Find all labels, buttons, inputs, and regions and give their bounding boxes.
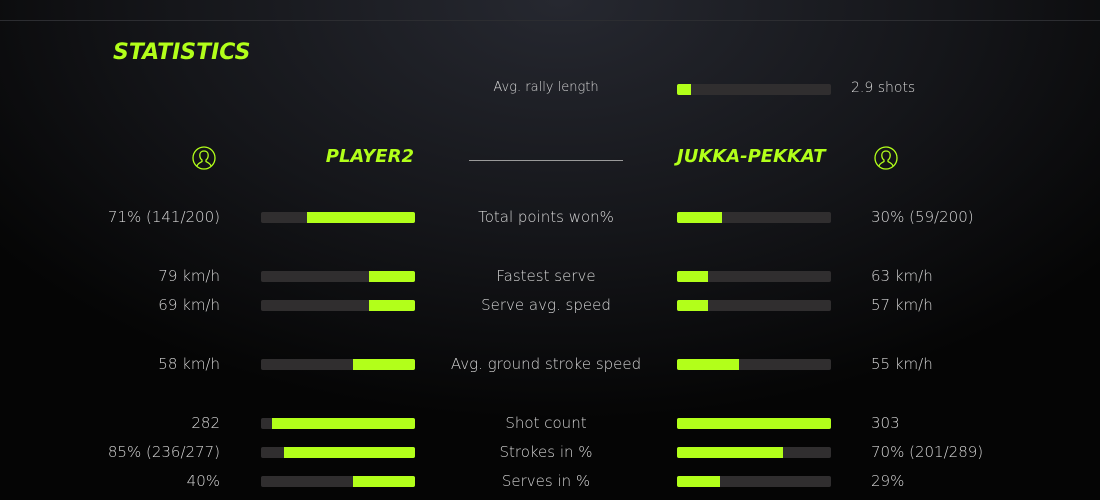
stat-left-bar-fill <box>368 271 415 282</box>
stat-row: 79 km/h Fastest serve 63 km/h <box>0 267 1100 289</box>
rally-value: 2.9 shots <box>851 80 916 96</box>
stat-right-bar-fill <box>677 476 721 487</box>
rally-bar <box>677 84 831 95</box>
stat-right-bar <box>677 447 831 458</box>
page-title: STATISTICS <box>113 40 251 65</box>
stat-right-bar <box>677 271 831 282</box>
stat-left-value: 85% (236/277) <box>107 443 220 461</box>
stat-row: 69 km/h Serve avg. speed 57 km/h <box>0 296 1100 318</box>
stat-right-bar <box>677 212 831 223</box>
stat-right-bar-fill <box>677 212 722 223</box>
stat-right-bar-fill <box>677 359 739 370</box>
stat-left-bar-fill <box>353 476 415 487</box>
stat-left-value: 71% (141/200) <box>107 208 220 226</box>
stat-left-bar-fill <box>284 447 415 458</box>
stat-right-value: 29% <box>871 472 905 490</box>
stat-label: Total points won% <box>478 208 614 226</box>
stat-right-value: 57 km/h <box>871 296 933 314</box>
stat-right-bar-fill <box>677 447 784 458</box>
stat-left-bar <box>261 359 415 370</box>
stat-right-bar <box>677 418 831 429</box>
stat-left-bar <box>261 271 415 282</box>
stat-label: Serve avg. speed <box>481 296 611 314</box>
rally-label: Avg. rally length <box>493 80 599 95</box>
stat-left-bar-fill <box>307 212 415 223</box>
stat-right-value: 303 <box>871 414 900 432</box>
stat-right-value: 70% (201/289) <box>871 443 984 461</box>
stat-right-bar <box>677 359 831 370</box>
stat-label: Serves in % <box>501 472 591 490</box>
stat-right-value: 63 km/h <box>871 267 933 285</box>
stat-row: 40% Serves in % 29% <box>0 472 1100 494</box>
stat-right-bar-fill <box>677 271 708 282</box>
stat-label: Strokes in % <box>499 443 593 461</box>
stat-label: Avg. ground stroke speed <box>450 355 642 373</box>
stat-label: Shot count <box>505 414 587 432</box>
stat-left-value: 58 km/h <box>158 355 220 373</box>
player-left-name: PLAYER2 <box>325 146 414 167</box>
stat-right-value: 55 km/h <box>871 355 933 373</box>
header-divider <box>469 160 623 161</box>
stat-left-bar <box>261 212 415 223</box>
stat-left-bar <box>261 476 415 487</box>
stat-left-bar-fill <box>368 300 415 311</box>
stat-left-bar <box>261 418 415 429</box>
stat-right-bar <box>677 300 831 311</box>
stat-left-bar <box>261 447 415 458</box>
stat-left-value: 69 km/h <box>158 296 220 314</box>
rally-row: Avg. rally length 2.9 shots <box>0 80 1100 102</box>
top-divider <box>0 20 1100 21</box>
stat-row: 58 km/h Avg. ground stroke speed 55 km/h <box>0 355 1100 377</box>
stat-right-bar <box>677 476 831 487</box>
stat-left-value: 282 <box>191 414 220 432</box>
stat-left-value: 40% <box>186 472 220 490</box>
stat-row: 71% (141/200) Total points won% 30% (59/… <box>0 208 1100 230</box>
player-right-name: JUKKA-PEKKAT <box>677 146 826 167</box>
stat-left-bar-fill <box>353 359 415 370</box>
stat-left-value: 79 km/h <box>158 267 220 285</box>
stat-label: Fastest serve <box>496 267 596 285</box>
stat-right-value: 30% (59/200) <box>871 208 974 226</box>
stat-right-bar-fill <box>677 300 708 311</box>
rally-bar-fill <box>677 84 691 95</box>
stat-right-bar-fill <box>677 418 831 429</box>
stat-row: 282 Shot count 303 <box>0 414 1100 436</box>
stat-left-bar-fill <box>271 418 415 429</box>
stat-row: 85% (236/277) Strokes in % 70% (201/289) <box>0 443 1100 465</box>
stat-left-bar <box>261 300 415 311</box>
user-icon <box>874 146 898 170</box>
user-icon <box>192 146 216 170</box>
